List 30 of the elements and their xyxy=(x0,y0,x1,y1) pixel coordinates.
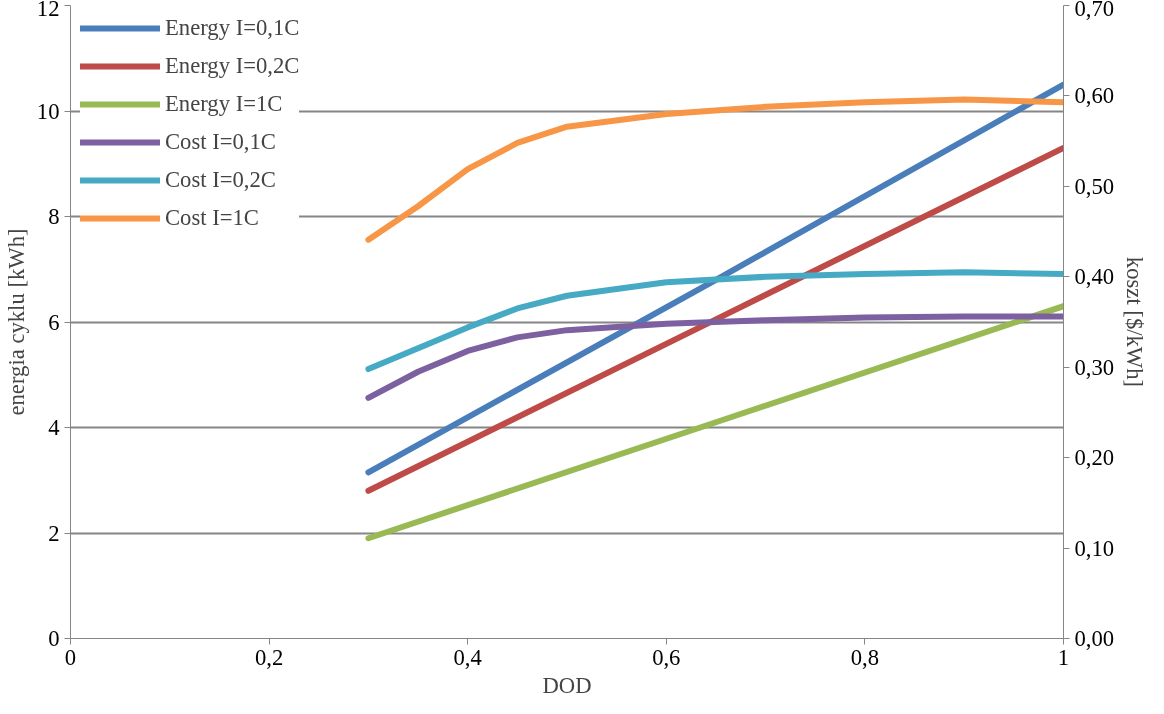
x-tick-label: 1 xyxy=(1057,644,1070,670)
x-tick-label: 0,8 xyxy=(850,644,880,670)
y2-tick-label: 0,60 xyxy=(1074,83,1115,109)
y-tick-label: 8 xyxy=(48,204,60,229)
y2-tick-label: 0,20 xyxy=(1074,445,1115,471)
y-tick-label: 2 xyxy=(48,520,60,546)
y-tick-label: 6 xyxy=(48,309,60,335)
legend-label: Cost I=1C xyxy=(165,205,259,231)
y2-tick-label: 0,40 xyxy=(1074,264,1115,290)
legend-label: Energy I=1C xyxy=(165,91,283,117)
x-tick-label: 0,2 xyxy=(254,644,284,670)
y2-tick-label: 0,70 xyxy=(1074,0,1115,21)
x-tick-label: 0,6 xyxy=(652,644,681,670)
y-tick-label: 12 xyxy=(36,0,60,21)
y-tick-label: 4 xyxy=(48,415,60,440)
y-tick-label: 10 xyxy=(36,98,60,124)
legend-label: Cost I=0,1C xyxy=(165,129,276,155)
y-axis-title: energia cyklu [kWh] xyxy=(3,228,29,416)
y2-tick-label: 0,10 xyxy=(1074,535,1115,561)
x-tick-label: 0 xyxy=(64,644,77,670)
y2-axis-title: koszt [$/kWh] xyxy=(1122,256,1148,388)
legend-label: Energy I=0,1C xyxy=(165,15,300,41)
x-tick-label: 0,4 xyxy=(453,644,482,670)
y2-tick-label: 0,30 xyxy=(1074,354,1115,380)
y2-tick-label: 0,00 xyxy=(1074,626,1115,651)
x-axis-title: DOD xyxy=(542,672,592,698)
y2-tick-label: 0,50 xyxy=(1074,173,1115,199)
legend-label: Energy I=0,2C xyxy=(165,53,300,79)
legend-label: Cost I=0,2C xyxy=(165,167,276,193)
y-tick-label: 0 xyxy=(48,626,60,651)
